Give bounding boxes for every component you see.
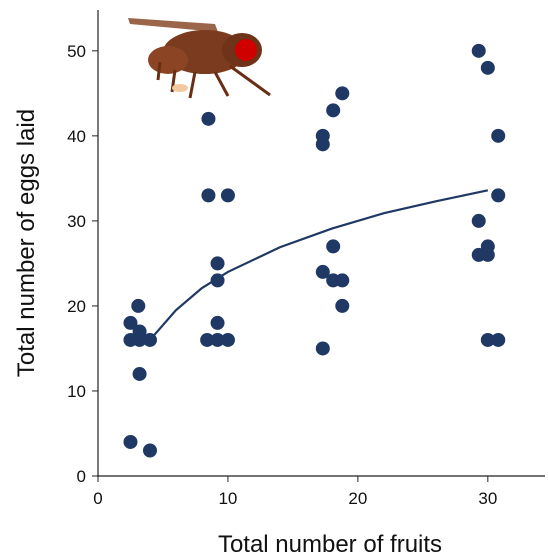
data-point — [480, 247, 495, 262]
x-axis-label: Total number of fruits — [218, 531, 442, 558]
data-point — [142, 332, 157, 347]
fly-illustration — [128, 18, 271, 99]
data-point — [491, 188, 506, 203]
y-axis-label: Total number of eggs laid — [13, 109, 40, 377]
data-point — [123, 434, 138, 449]
x-tick-label: 30 — [478, 489, 497, 508]
data-point — [335, 298, 350, 313]
data-point — [220, 332, 235, 347]
data-point — [210, 315, 225, 330]
y-tick-label: 20 — [67, 297, 86, 316]
data-point — [142, 443, 157, 458]
data-point — [315, 341, 330, 356]
y-tick-label: 10 — [67, 382, 86, 401]
data-point — [201, 111, 216, 126]
data-point — [491, 332, 506, 347]
fit-curve — [149, 189, 489, 341]
x-tick-label: 20 — [348, 489, 367, 508]
data-point — [210, 332, 225, 347]
data-point — [315, 264, 330, 279]
data-point — [201, 188, 216, 203]
data-point — [132, 332, 147, 347]
x-tick-label: 0 — [93, 489, 102, 508]
data-point — [335, 273, 350, 288]
y-tick-label: 30 — [67, 212, 86, 231]
data-point — [315, 137, 330, 152]
data-point — [123, 315, 138, 330]
data-point — [491, 128, 506, 143]
data-point — [471, 43, 486, 58]
data-point — [480, 60, 495, 75]
data-point — [210, 256, 225, 271]
data-point — [220, 188, 235, 203]
y-tick-label: 40 — [67, 127, 86, 146]
data-point — [326, 239, 341, 254]
data-point — [471, 213, 486, 228]
data-point — [132, 366, 147, 381]
y-tick-label: 50 — [67, 42, 86, 61]
x-tick-label: 10 — [218, 489, 237, 508]
y-tick-label: 0 — [77, 467, 86, 486]
data-point — [326, 103, 341, 118]
data-point — [480, 332, 495, 347]
data-point — [200, 332, 215, 347]
data-point — [210, 273, 225, 288]
data-point — [335, 86, 350, 101]
data-point — [131, 298, 146, 313]
